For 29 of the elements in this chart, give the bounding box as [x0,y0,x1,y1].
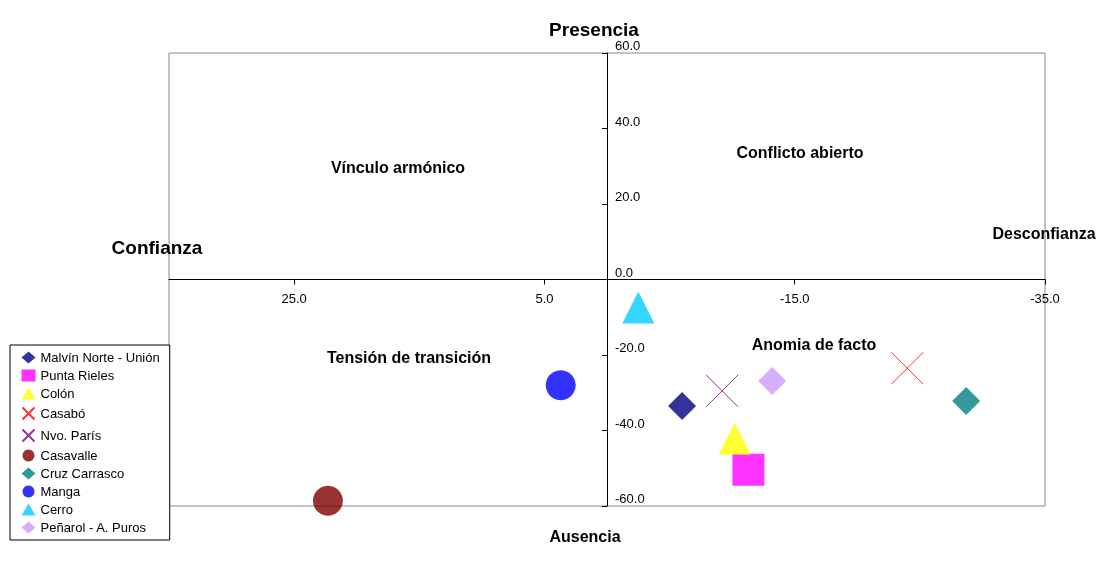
annotation: Anomia de facto [751,335,877,353]
x-tick-label: 5.0 [535,290,554,306]
legend-label: Manga [40,484,82,499]
annotation: Vínculo armónico [330,158,466,176]
y-tick-label: -40.0 [615,415,645,431]
y-tick-label: -20.0 [615,340,645,355]
annotation: Conflicto abierto [736,143,864,161]
y-tick-label: 40.0 [615,113,641,129]
y-tick-label: 60.0 [615,38,641,53]
legend-label: Cerro [40,502,74,517]
legend-label: Casabó [40,406,86,421]
legend-label: Cruz Carrasco [40,466,125,481]
legend-label: Punta Rieles [40,368,115,383]
annotation: Tensión de transición [326,348,492,366]
text: Presencia [549,18,640,40]
y-tick-label: 20.0 [615,189,641,204]
x-tick-label: -15.0 [779,290,810,306]
x-tick-label: 25.0 [281,290,307,306]
legend-label: Casavalle [40,448,98,463]
annotation: Desconfianza [992,224,1096,242]
y-tick-label: -60.0 [615,491,645,506]
legend-label: Malvín Norte - Unión [40,350,160,365]
x-tick-label: -35.0 [1030,290,1060,306]
legend-label: Peñarol - A. Puros [40,520,147,535]
text: Ausencia [549,527,621,545]
y-tick-label: 0.0 [615,264,634,280]
legend-label: Colón [40,386,75,401]
legend-label: Nvo. París [40,428,102,443]
annotation: Confianza [111,236,203,258]
